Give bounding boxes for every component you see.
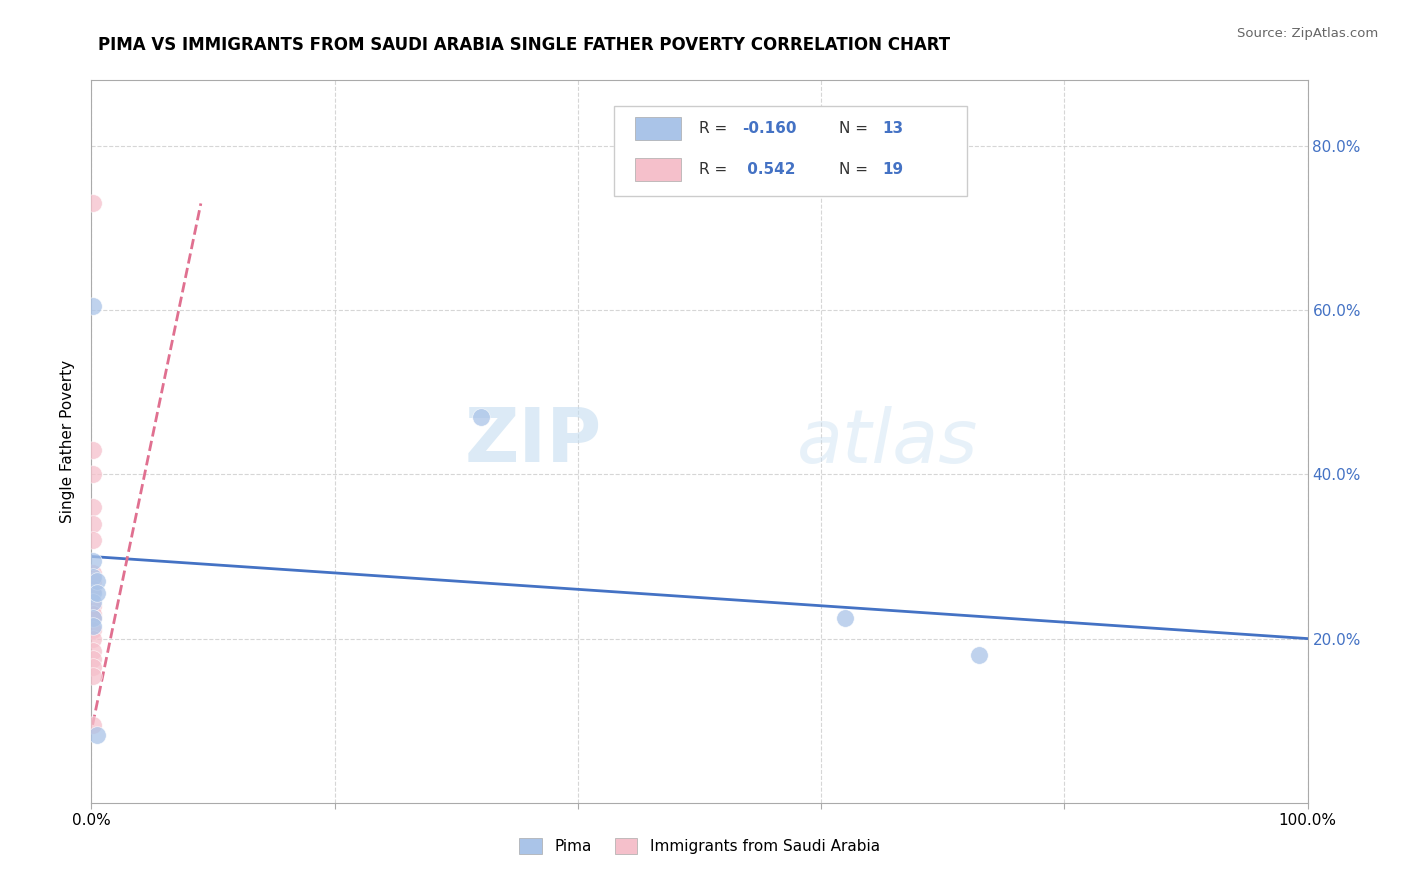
FancyBboxPatch shape <box>614 105 967 196</box>
Text: R =: R = <box>699 161 733 177</box>
Text: 13: 13 <box>882 121 903 136</box>
Point <box>82 611 104 625</box>
Y-axis label: Single Father Poverty: Single Father Poverty <box>60 360 76 523</box>
Point <box>82 442 104 457</box>
Point <box>82 718 104 732</box>
FancyBboxPatch shape <box>636 117 682 140</box>
Point <box>86 574 108 588</box>
Point <box>82 196 104 211</box>
Text: N =: N = <box>839 161 873 177</box>
Point <box>82 566 104 580</box>
Point <box>82 607 104 621</box>
Point <box>82 574 104 588</box>
Point <box>82 594 104 608</box>
Point <box>82 599 104 613</box>
Point <box>86 586 108 600</box>
FancyBboxPatch shape <box>636 158 682 181</box>
Point <box>82 586 104 600</box>
Text: Source: ZipAtlas.com: Source: ZipAtlas.com <box>1237 27 1378 40</box>
Point <box>82 632 104 646</box>
Point <box>82 611 104 625</box>
Legend: Pima, Immigrants from Saudi Arabia: Pima, Immigrants from Saudi Arabia <box>513 832 886 860</box>
Point <box>82 533 104 547</box>
Point <box>82 500 104 515</box>
Point <box>82 624 104 638</box>
Point <box>82 570 104 584</box>
Text: ZIP: ZIP <box>465 405 602 478</box>
Text: atlas: atlas <box>797 406 979 477</box>
Point <box>82 652 104 666</box>
Point <box>967 648 990 662</box>
Text: 19: 19 <box>882 161 903 177</box>
Point <box>834 611 856 625</box>
Point <box>82 516 104 531</box>
Point <box>86 728 108 742</box>
Text: -0.160: -0.160 <box>742 121 797 136</box>
Point <box>82 582 104 597</box>
Point <box>82 467 104 482</box>
Point <box>82 299 104 313</box>
Text: R =: R = <box>699 121 733 136</box>
Point <box>470 409 492 424</box>
Point <box>82 553 104 567</box>
Point <box>82 644 104 658</box>
Text: PIMA VS IMMIGRANTS FROM SAUDI ARABIA SINGLE FATHER POVERTY CORRELATION CHART: PIMA VS IMMIGRANTS FROM SAUDI ARABIA SIN… <box>98 36 950 54</box>
Point <box>82 660 104 674</box>
Point <box>82 668 104 682</box>
Text: 0.542: 0.542 <box>742 161 796 177</box>
Text: N =: N = <box>839 121 873 136</box>
Point <box>82 619 104 633</box>
